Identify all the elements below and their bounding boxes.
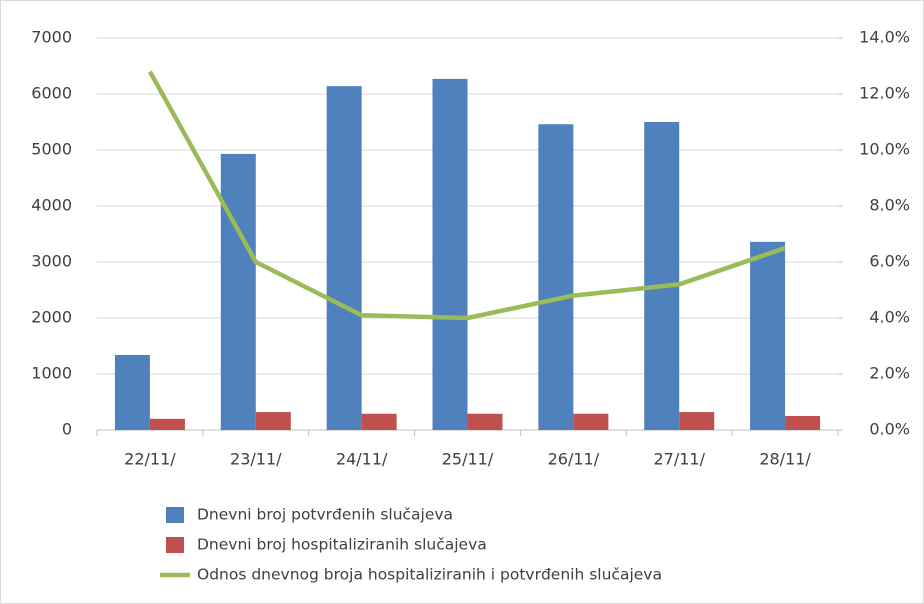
bar — [114, 354, 150, 430]
bar — [220, 153, 256, 431]
y2-tick-label: 0.0% — [869, 420, 910, 439]
legend-swatch — [166, 507, 184, 523]
bar — [255, 412, 291, 430]
bar — [326, 86, 362, 430]
y-tick-label: 7000 — [31, 28, 72, 47]
y-tick-label: 2000 — [31, 308, 72, 327]
y-tick-label: 1000 — [31, 364, 72, 383]
y-tick-label: 5000 — [31, 140, 72, 159]
y2-tick-label: 6.0% — [869, 252, 910, 271]
bar — [785, 416, 821, 430]
y2-tick-label: 4.0% — [869, 308, 910, 327]
x-tick-label: 23/11/ — [230, 450, 282, 469]
bar — [467, 413, 503, 430]
y-tick-label: 4000 — [31, 196, 72, 215]
y2-tick-label: 2.0% — [869, 364, 910, 383]
y2-tick-label: 10.0% — [859, 140, 910, 159]
x-tick-label: 26/11/ — [548, 450, 600, 469]
bar — [538, 124, 574, 431]
legend-label: Dnevni broj potvrđenih slučajeva — [197, 506, 453, 524]
bar — [149, 418, 185, 430]
x-tick-label: 25/11/ — [442, 450, 494, 469]
x-tick-label: 27/11/ — [653, 450, 705, 469]
bar — [644, 122, 680, 430]
y2-tick-label: 14.0% — [859, 28, 910, 47]
bar — [573, 413, 609, 430]
x-tick-label: 28/11/ — [759, 450, 811, 469]
line — [147, 70, 786, 321]
y-tick-label: 3000 — [31, 252, 72, 271]
legend-label: Dnevni broj hospitaliziranih slučajeva — [197, 536, 487, 554]
legend-label: Odnos dnevnog broja hospitaliziranih i p… — [197, 566, 662, 584]
bar — [679, 412, 715, 430]
x-tick-label: 24/11/ — [336, 450, 388, 469]
bar — [750, 241, 786, 430]
bar — [361, 413, 397, 430]
y-tick-label: 6000 — [31, 84, 72, 103]
legend-swatch — [166, 537, 184, 553]
y2-tick-label: 12.0% — [859, 84, 910, 103]
y2-tick-label: 8.0% — [869, 196, 910, 215]
x-tick-label: 22/11/ — [124, 450, 176, 469]
bar — [432, 78, 468, 430]
legend: Dnevni broj potvrđenih slučajeva Dnevni b… — [160, 506, 662, 584]
y-tick-label: 0 — [62, 420, 72, 439]
